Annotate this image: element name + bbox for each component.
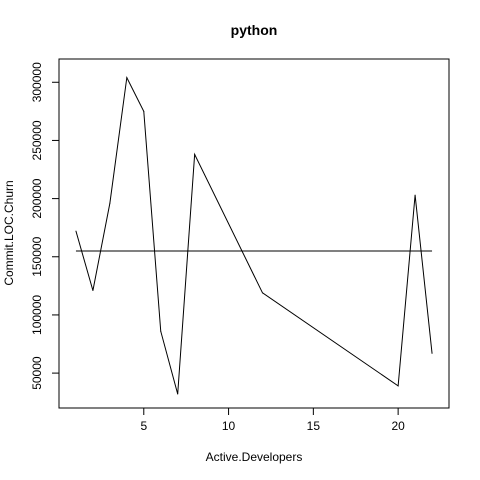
x-tick-label: 15: [307, 419, 321, 433]
data-points: [75, 77, 433, 395]
x-tick-label: 5: [140, 419, 147, 433]
y-axis: 50000 100000 150000 200000 250000 300000: [30, 62, 60, 390]
x-axis: 5 10 15 20: [140, 407, 405, 433]
data-point: [177, 393, 179, 395]
data-point: [143, 110, 145, 112]
chart-title: python: [231, 22, 278, 38]
y-tick-label: 50000: [30, 356, 44, 390]
x-tick-label: 20: [391, 419, 405, 433]
y-tick-label: 200000: [30, 178, 44, 218]
x-axis-label: Active.Developers: [206, 450, 303, 464]
y-tick-label: 100000: [30, 295, 44, 335]
series-line: [75, 75, 433, 395]
y-tick-label: 150000: [30, 236, 44, 276]
y-tick-label: 250000: [30, 120, 44, 160]
data-point: [414, 194, 416, 196]
data-point: [92, 290, 94, 292]
data-point: [126, 77, 128, 79]
data-point: [109, 202, 111, 204]
data-point: [431, 352, 433, 354]
y-axis-label: Commit.LOC.Churn: [2, 180, 16, 285]
data-point: [160, 330, 162, 332]
data-point: [194, 153, 196, 155]
x-tick-label: 10: [222, 419, 236, 433]
data-point: [261, 292, 263, 294]
data-point: [397, 385, 399, 387]
plot-frame: [58, 58, 450, 409]
data-point: [75, 230, 77, 232]
y-tick-label: 300000: [30, 62, 44, 102]
